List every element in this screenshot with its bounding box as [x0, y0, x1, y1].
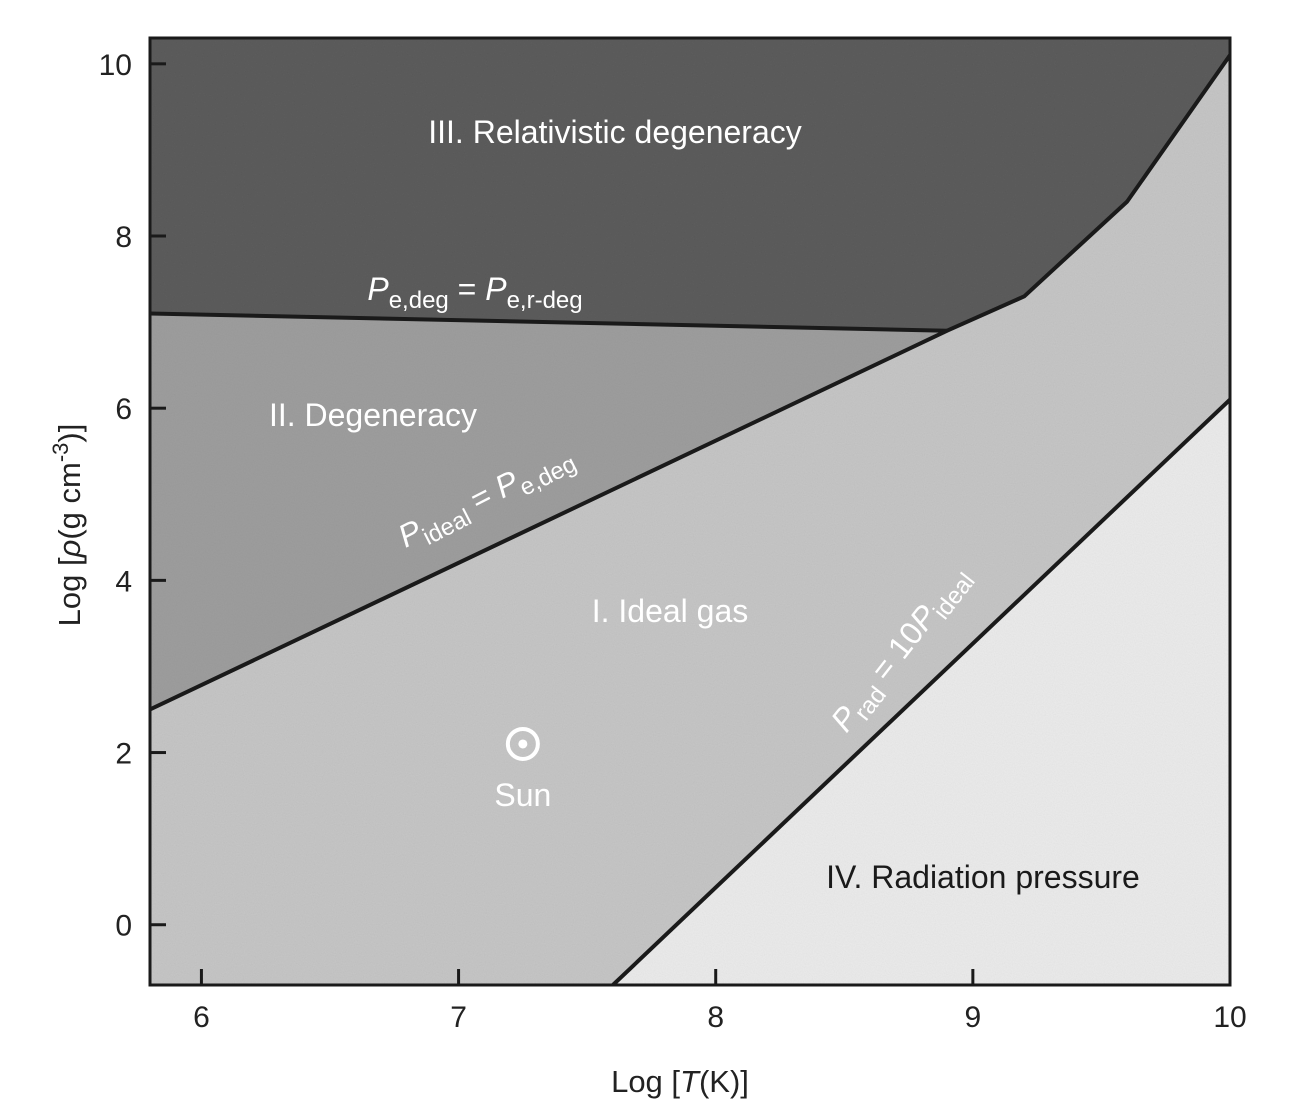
x-tick-label: 8: [707, 1001, 724, 1034]
region-relativistic-degeneracy: [150, 38, 1230, 331]
y-tick-label: 2: [115, 738, 132, 771]
x-axis-label: Log [T(K)]: [611, 1064, 749, 1099]
boundary-line-pedeg-perdeg: [150, 311, 948, 333]
y-tick-label: 6: [115, 393, 132, 426]
x-tick-label: 7: [450, 1001, 467, 1034]
y-tick-label: 0: [115, 910, 132, 943]
sun-symbol-icon: [505, 726, 540, 761]
plot-frame: [148, 36, 1232, 987]
region-label-relativistic-degeneracy: III. Relativistic degeneracy: [428, 114, 802, 150]
sun-symbol-dot: [518, 739, 528, 749]
x-tick-label: 6: [193, 1001, 210, 1034]
x-tick-label: 10: [1213, 1001, 1246, 1034]
x-tick-label: 9: [965, 1001, 982, 1034]
region-label-degeneracy: II. Degeneracy: [269, 397, 477, 433]
boundary-line-prad-pideal: [611, 398, 1230, 985]
sun-label: Sun: [494, 777, 551, 813]
region-label-ideal-gas: I. Ideal gas: [592, 593, 749, 629]
y-tick-label: 8: [115, 221, 132, 254]
label-pedeg-eq-perdeg: Pe,deg = Pe,r-deg: [367, 271, 582, 314]
region-degeneracy: [150, 313, 948, 710]
y-tick-label: 4: [115, 565, 132, 598]
boundary-line-pideal-pedeg: [150, 54, 1230, 712]
y-tick-label: 10: [99, 49, 132, 82]
sun-marker: Sun: [494, 726, 551, 813]
region-label-radiation-pressure: IV. Radiation pressure: [826, 859, 1140, 895]
y-axis-label: Log [ρ(g cm-3)]: [48, 424, 87, 627]
